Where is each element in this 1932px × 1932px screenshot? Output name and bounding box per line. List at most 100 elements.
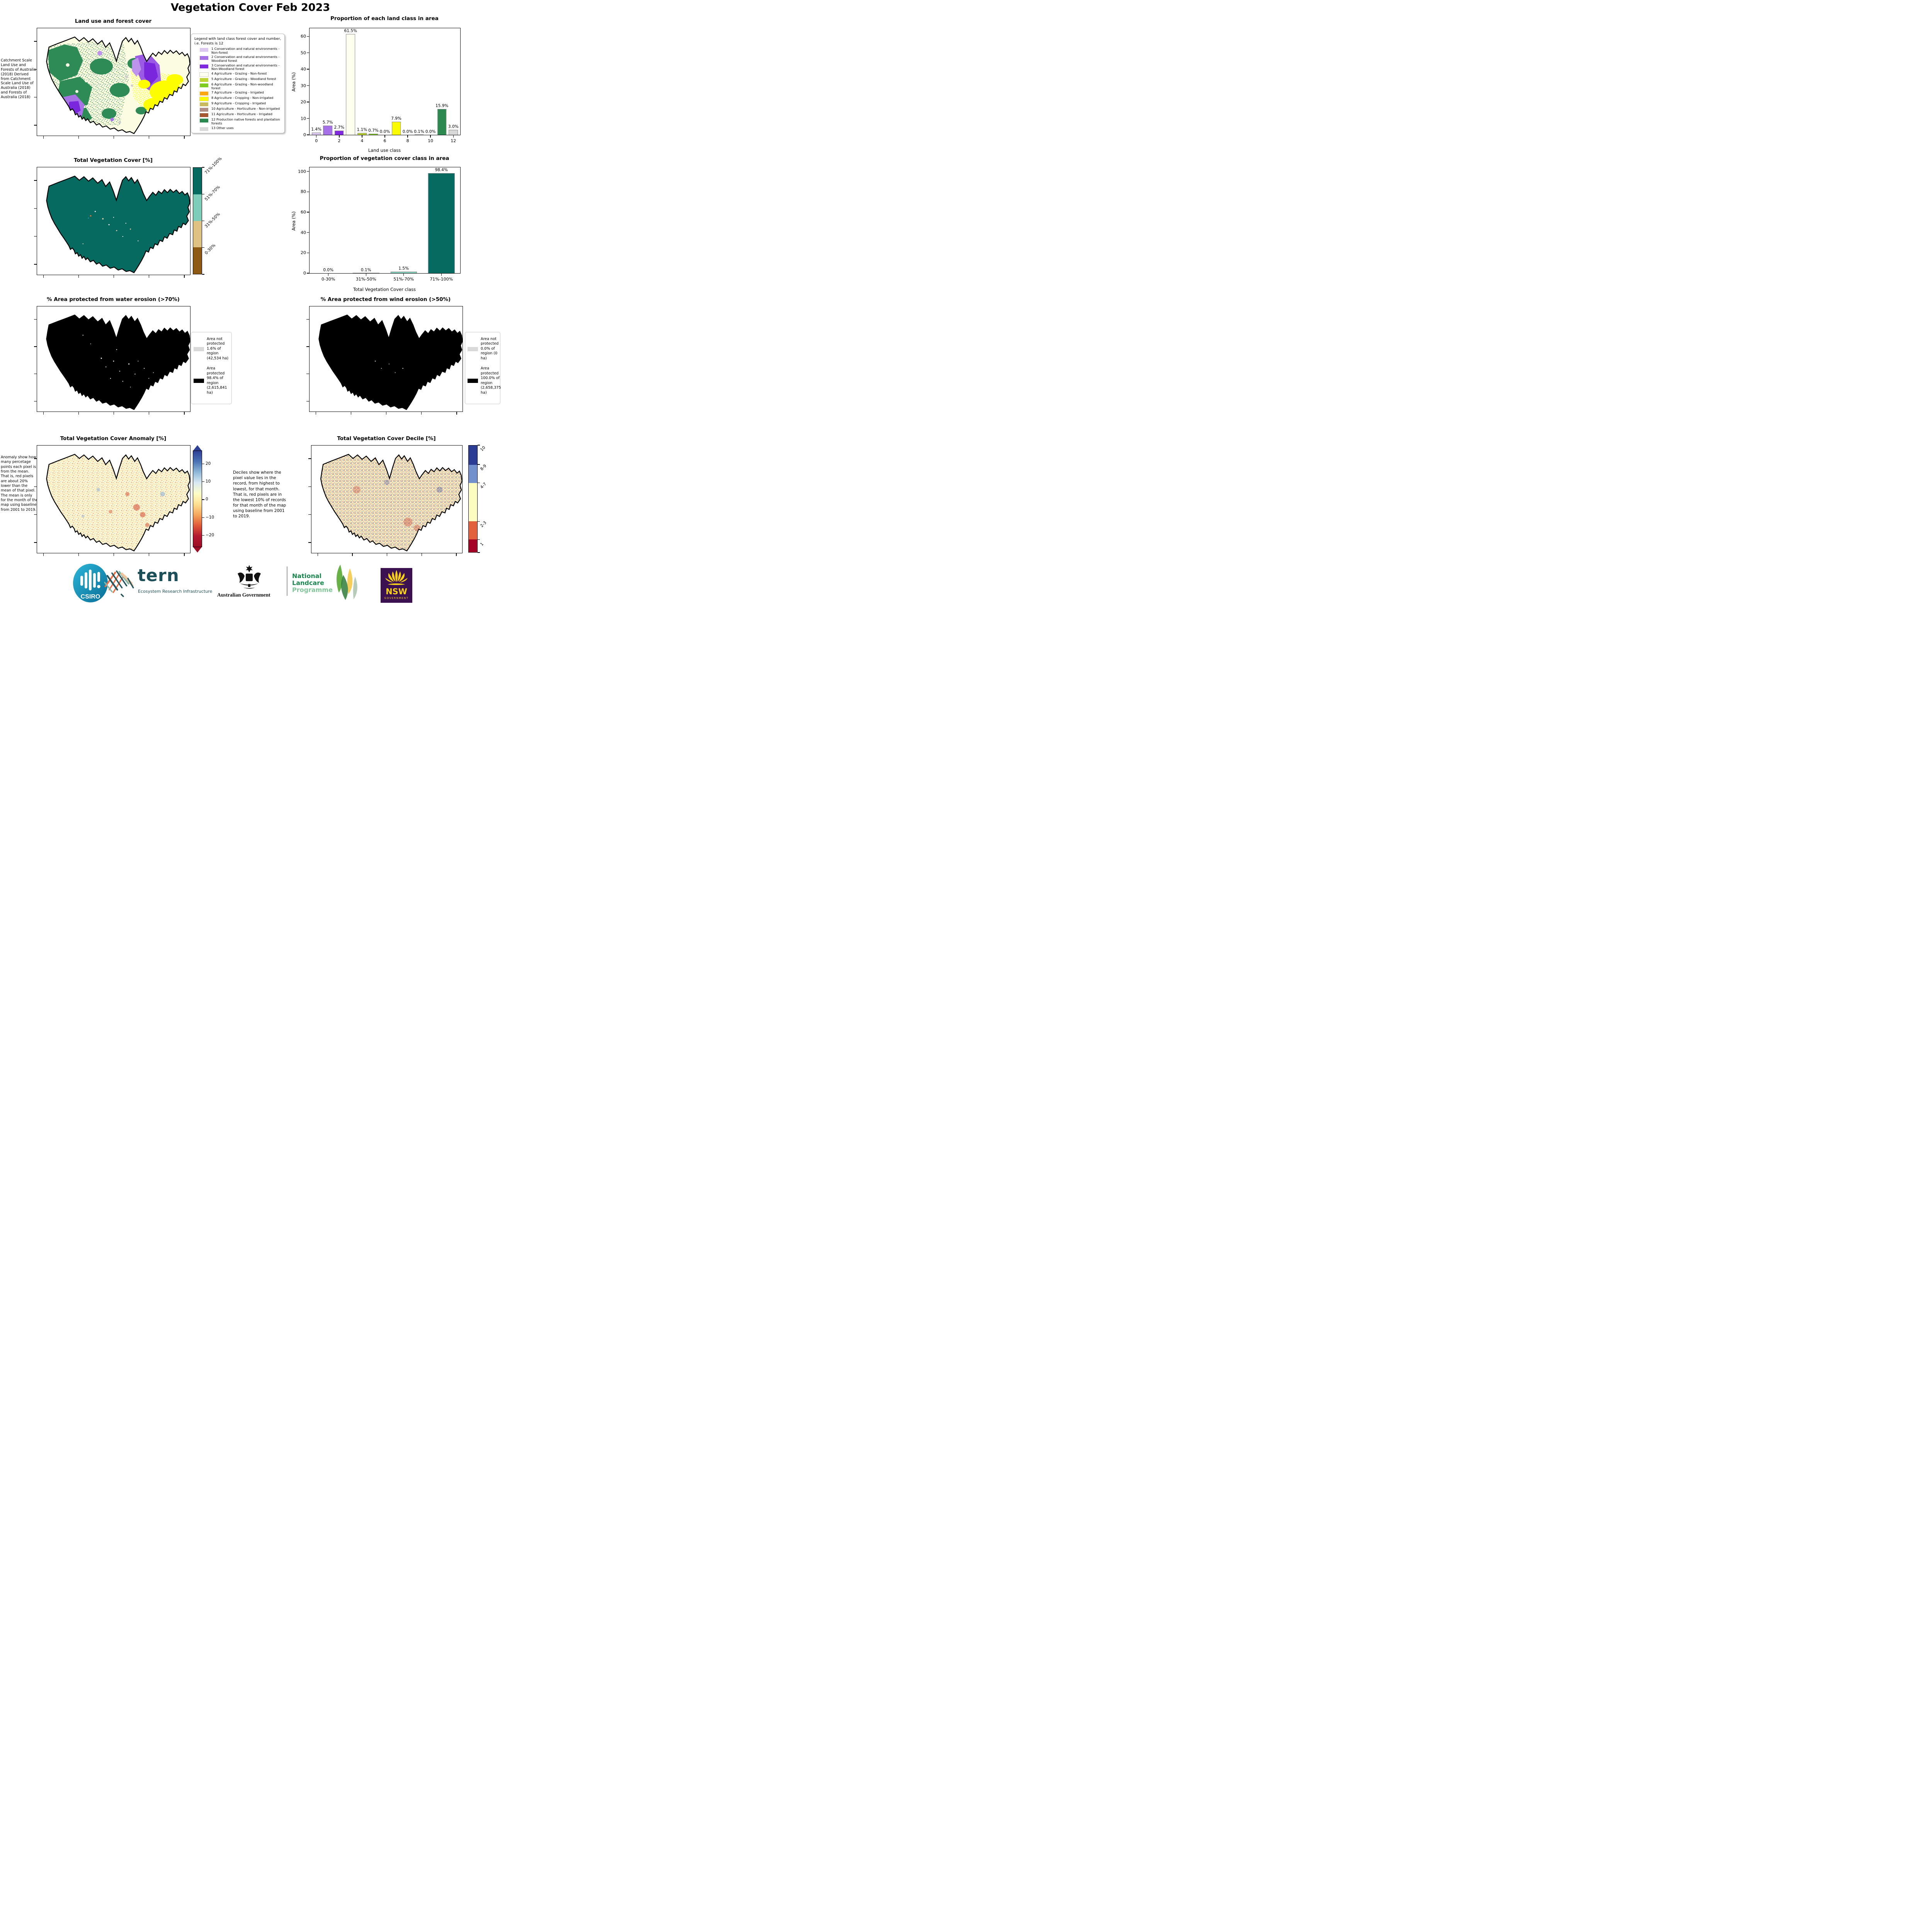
legend-label: 13 Other uses	[211, 126, 234, 130]
colorbar-label: 31%-50%	[204, 211, 221, 229]
colorbar-tick-label: −20	[206, 532, 214, 537]
wind-erosion-title: % Area protected from wind erosion (>50%…	[320, 296, 451, 303]
bar	[414, 134, 424, 135]
x-tick-label: 31%-50%	[355, 277, 376, 282]
bar-value-label: 1.4%	[311, 127, 322, 132]
legend-item: 11 Agriculture - Horticulture - Irrigate…	[194, 112, 281, 117]
y-axis-tick	[34, 486, 37, 487]
decile-map	[308, 445, 463, 556]
bar-value-label: 5.7%	[322, 120, 333, 125]
vegclass-chart-xlabel: Total Vegetation Cover class	[353, 287, 416, 292]
legend-item: 9 Agriculture - Cropping - Irrigated	[194, 101, 281, 107]
x-axis-tick	[421, 412, 422, 415]
x-tick-label: 4	[361, 138, 364, 143]
nlp-line3: Programme	[292, 586, 333, 594]
bar-value-label: 0.7%	[368, 128, 379, 133]
colorbar-arrow-top	[193, 445, 202, 451]
decile-colorbar: 10 8-9 4-7 2-3 1	[468, 445, 501, 553]
x-tick-label: 12	[451, 138, 456, 143]
anomaly-note: Anomaly show how many percetage points e…	[1, 455, 38, 512]
legend-label: 3 Conservation and natural environments …	[211, 63, 280, 71]
vegclass-chart-ylabel: Area (%)	[291, 211, 297, 231]
colorbar-tick	[202, 517, 204, 518]
y-tick-label: 100	[298, 169, 306, 174]
landuse-legend-list: 1 Conservation and natural environments …	[194, 47, 281, 131]
x-axis-tick	[43, 412, 44, 415]
wind-erosion-map-svg	[318, 315, 463, 410]
y-axis-tick	[306, 346, 309, 347]
legend-swatch	[194, 347, 204, 351]
anomaly-colorbar: 20 10 0 −10 −20	[193, 445, 235, 553]
landuse-map	[34, 28, 190, 139]
landuse-side-note: Catchment Scale Land Use and Forests of …	[1, 58, 36, 99]
y-axis-tick	[34, 542, 37, 543]
colorbar-segment	[193, 221, 202, 248]
colorbar-label: 0-30%	[204, 243, 217, 255]
legend-swatch	[200, 83, 208, 88]
bar	[391, 122, 401, 135]
colorbar-segment	[193, 168, 202, 194]
y-tick-label: 20	[301, 99, 306, 105]
legend-label: 4 Agriculture - Grazing - Non-forest	[211, 71, 267, 76]
y-axis-tick	[34, 69, 37, 70]
legend-label: 9 Agriculture - Cropping - Irrigated	[211, 101, 266, 105]
landclass-chart-title: Proportion of each land class in area	[330, 15, 439, 22]
y-axis-tick	[34, 458, 37, 459]
bar	[323, 125, 333, 135]
colorbar-tick-label: 10	[206, 479, 211, 484]
bar-value-label: 3.0%	[448, 124, 459, 129]
legend-item: 3 Conservation and natural environments …	[194, 63, 281, 71]
anomaly-map-svg	[46, 454, 190, 551]
australian-government-crest-icon	[232, 565, 267, 592]
legend-item: 4 Agriculture - Grazing - Non-forest	[194, 71, 281, 77]
landclass-chart-xlabel: Land use class	[368, 148, 401, 153]
landuse-legend: Legend with land class forest cover and …	[191, 34, 285, 133]
y-tick-label: 40	[301, 66, 306, 72]
legend-swatch	[200, 64, 208, 68]
legend-item: 2 Conservation and natural environments …	[194, 55, 281, 63]
x-tick-label: 10	[428, 138, 434, 143]
legend-swatch	[200, 48, 208, 52]
anomaly-map-title: Total Vegetation Cover Anomaly [%]	[60, 435, 167, 442]
legend-swatch	[200, 78, 208, 82]
legend-label: Area not protected 1.6% of region (42,53…	[207, 337, 229, 361]
colorbar-segment	[469, 539, 477, 552]
water-erosion-title: % Area protected from water erosion (>70…	[47, 296, 180, 303]
legend-label: 10 Agriculture - Horticulture - Non-irri…	[211, 107, 280, 111]
bar-value-label: 0.1%	[414, 129, 424, 134]
x-tick-label: 6	[383, 138, 386, 143]
legend-swatch	[200, 108, 208, 112]
legend-swatch	[200, 119, 208, 123]
bar	[311, 133, 321, 135]
colorbar-tick	[478, 552, 480, 553]
tern-australia-icon	[102, 566, 135, 601]
csiro-logo-svg: CSIRO	[73, 564, 108, 602]
colorbar-label: 71%-100%	[204, 156, 223, 175]
y-axis-tick	[34, 514, 37, 515]
x-axis-tick	[441, 273, 442, 276]
bar-value-label: 2.7%	[334, 125, 345, 130]
landuse-map-svg	[46, 36, 190, 134]
decile-map-svg	[320, 454, 462, 551]
legend-swatch	[199, 97, 209, 102]
y-tick-label: 0	[303, 132, 306, 138]
y-tick-label: 60	[301, 34, 306, 39]
nsw-waratah-icon	[384, 568, 408, 586]
y-tick-label: 20	[301, 250, 306, 255]
bar	[390, 272, 417, 273]
bar-value-label: 1.1%	[357, 128, 367, 133]
y-axis-tick	[34, 346, 37, 347]
legend-item: Area not protected 0.0% of region (0 ha)	[468, 337, 498, 361]
legend-label: 2 Conservation and natural environments …	[211, 55, 280, 63]
legend-label: Area protected 98.4% of region (2,615,84…	[207, 366, 227, 395]
y-axis-tick	[308, 542, 311, 543]
wind-erosion-map	[306, 306, 463, 415]
colorbar-tick-label: −10	[206, 515, 214, 520]
bar	[428, 173, 455, 273]
colorbar-arrow-bottom	[193, 547, 202, 553]
legend-swatch	[200, 102, 208, 107]
y-axis-tick	[308, 486, 311, 487]
bar-value-label: 0.0%	[323, 268, 334, 272]
vegcover-map-svg	[46, 175, 190, 273]
colorbar-segment	[469, 483, 477, 521]
